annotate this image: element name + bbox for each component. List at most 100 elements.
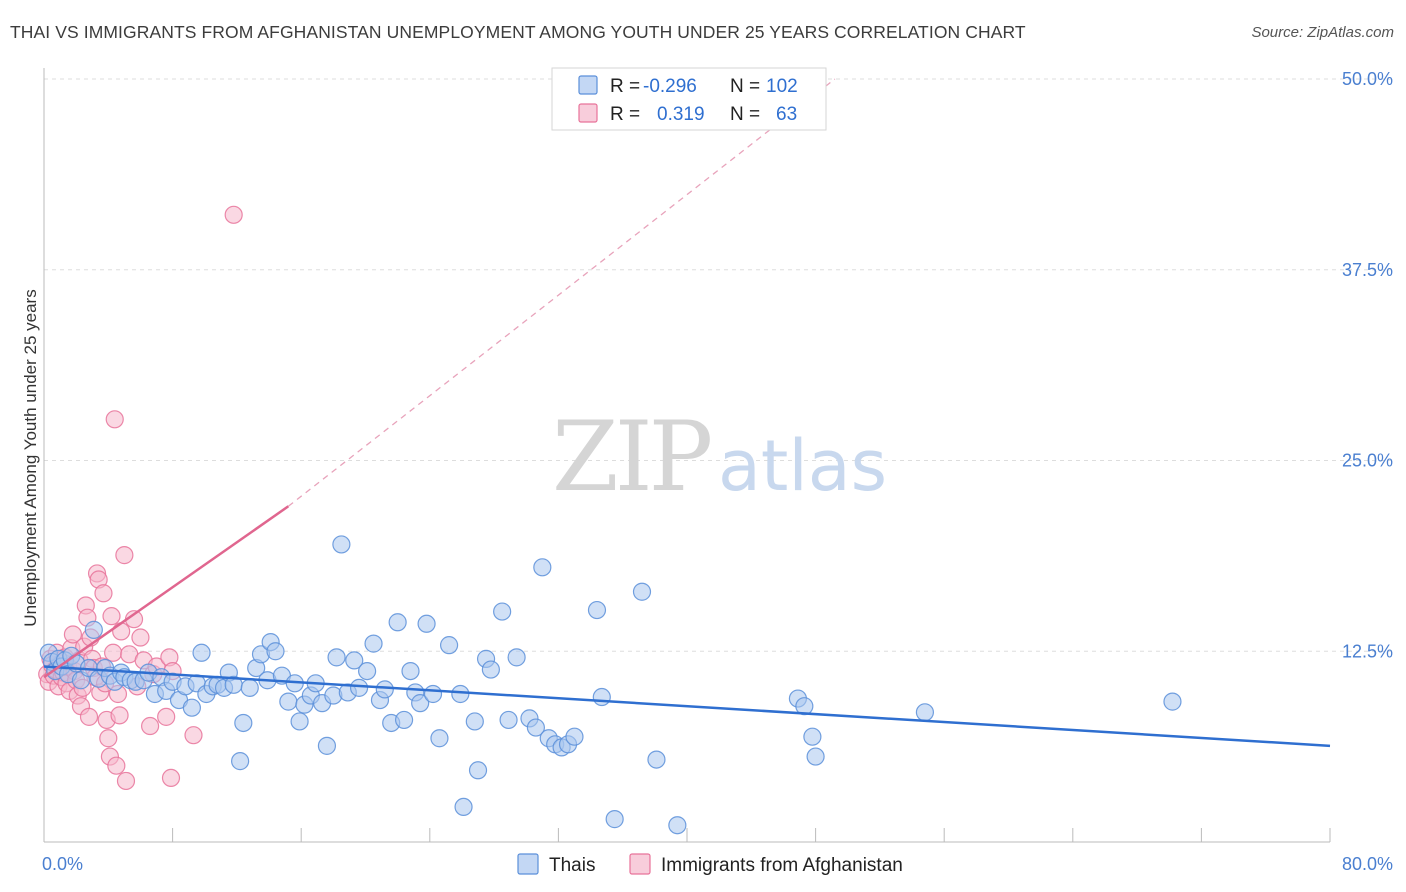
point-thais-38 — [234, 713, 253, 733]
point-afghanistan-42 — [105, 410, 124, 429]
point-thais-80 — [493, 602, 512, 621]
y-tick-label-0: 12.5% — [1342, 641, 1393, 661]
point-afghanistan-16 — [63, 625, 83, 644]
point-afghanistan-62 — [224, 205, 243, 224]
point-thais-101 — [915, 703, 935, 722]
point-thais-94 — [632, 582, 652, 601]
point-thais-84 — [526, 718, 545, 737]
point-thais-90 — [565, 727, 584, 746]
y-axis-label: Unemployment Among Youth under 25 years — [21, 289, 40, 626]
point-thais-66 — [394, 710, 414, 730]
watermark-atlas: atlas — [718, 425, 887, 507]
bottom-legend: Thais Immigrants from Afghanistan — [517, 853, 903, 876]
point-thais-99 — [803, 727, 822, 746]
point-thais-71 — [423, 684, 443, 704]
point-afghanistan-40 — [102, 607, 121, 626]
legend-r-value-thais: -0.296 — [643, 76, 697, 97]
point-afghanistan-43 — [107, 756, 126, 775]
legend-box — [551, 67, 827, 131]
point-thais-69 — [411, 694, 430, 713]
point-thais-100 — [806, 747, 825, 766]
legend-n-label-thais: N = — [730, 76, 760, 97]
source-label: Source: ZipAtlas.com — [1251, 24, 1394, 41]
point-thais-44 — [266, 642, 285, 661]
point-afghanistan-45 — [110, 706, 129, 725]
trend-lines — [43, 78, 1331, 748]
point-thais-39 — [240, 678, 259, 697]
point-thais-59 — [349, 678, 369, 697]
point-thais-48 — [290, 712, 309, 731]
y-tick-label-3: 50.0% — [1342, 69, 1393, 89]
point-thais-98 — [795, 697, 814, 716]
point-thais-46 — [279, 692, 298, 711]
point-thais-70 — [417, 614, 436, 633]
point-thais-93 — [605, 810, 624, 829]
point-thais-67 — [401, 661, 420, 681]
point-thais-73 — [439, 636, 459, 655]
legend: R = -0.296 N = 102 R = 0.319 N = 63 — [551, 67, 827, 131]
point-thais-11 — [84, 620, 103, 639]
point-afghanistan-41 — [104, 643, 123, 662]
watermark: ZIP atlas — [552, 401, 887, 513]
trend-line-thais — [43, 665, 1331, 748]
y-tick-label-2: 37.5% — [1342, 260, 1393, 280]
point-thais-56 — [332, 535, 351, 554]
x-tick-label-1: 80.0% — [1342, 854, 1393, 874]
point-thais-75 — [454, 797, 473, 817]
point-thais-37 — [231, 752, 250, 771]
point-afghanistan-52 — [131, 628, 150, 647]
point-thais-96 — [668, 816, 687, 835]
point-thais-53 — [317, 736, 337, 755]
point-afghanistan-57 — [157, 707, 176, 726]
legend-n-label-afghanistan: N = — [730, 104, 760, 125]
point-thais-76 — [465, 712, 484, 731]
point-afghanistan-59 — [161, 768, 181, 788]
point-thais-85 — [533, 558, 552, 577]
point-thais-30 — [192, 643, 211, 662]
point-thais-60 — [358, 661, 377, 681]
legend-r-label-thais: R = — [610, 76, 640, 97]
legend-r-label-afghanistan: R = — [610, 104, 640, 125]
point-thais-74 — [451, 684, 470, 704]
legend-swatch-thais — [578, 75, 598, 95]
point-thais-28 — [182, 698, 201, 717]
point-thais-79 — [481, 660, 500, 679]
point-thais-82 — [507, 648, 526, 667]
bottom-legend-afghanistan: Immigrants from Afghanistan — [661, 855, 903, 876]
point-afghanistan-47 — [115, 546, 134, 565]
point-afghanistan-35 — [94, 584, 113, 603]
bottom-legend-swatch-afghanistan — [629, 853, 651, 875]
point-thais-92 — [592, 687, 611, 707]
point-thais-55 — [327, 648, 346, 667]
point-afghanistan-54 — [140, 716, 160, 736]
bottom-legend-thais: Thais — [549, 855, 595, 876]
point-thais-58 — [345, 651, 364, 670]
trend-line-afghanistan-extension — [287, 78, 836, 507]
point-afghanistan-38 — [99, 729, 118, 748]
legend-swatch-afghanistan — [578, 103, 598, 123]
legend-n-value-afghanistan: 63 — [776, 104, 797, 125]
point-thais-95 — [647, 750, 666, 769]
point-afghanistan-61 — [184, 726, 203, 745]
point-afghanistan-46 — [112, 622, 131, 641]
legend-r-value-afghanistan: 0.319 — [657, 104, 705, 125]
point-thais-102 — [1163, 692, 1182, 711]
data-points — [38, 205, 1182, 835]
point-thais-65 — [388, 613, 407, 632]
grid-lines — [44, 78, 1392, 652]
bottom-legend-swatch-thais — [517, 853, 539, 875]
point-thais-61 — [364, 634, 383, 653]
point-thais-77 — [468, 761, 488, 780]
chart-title: THAI VS IMMIGRANTS FROM AFGHANISTAN UNEM… — [10, 22, 1026, 42]
point-afghanistan-48 — [116, 771, 136, 791]
legend-n-value-thais: 102 — [766, 76, 798, 97]
point-thais-81 — [499, 710, 518, 730]
y-tick-label-1: 25.0% — [1342, 451, 1393, 471]
x-tick-label-0: 0.0% — [42, 854, 83, 874]
point-thais-63 — [375, 680, 394, 699]
point-afghanistan-26 — [79, 707, 99, 726]
tick-labels: 12.5% 25.0% 37.5% 50.0% 0.0% 80.0% — [42, 69, 1393, 874]
trend-line-afghanistan — [43, 505, 290, 679]
watermark-zip: ZIP — [552, 401, 711, 513]
